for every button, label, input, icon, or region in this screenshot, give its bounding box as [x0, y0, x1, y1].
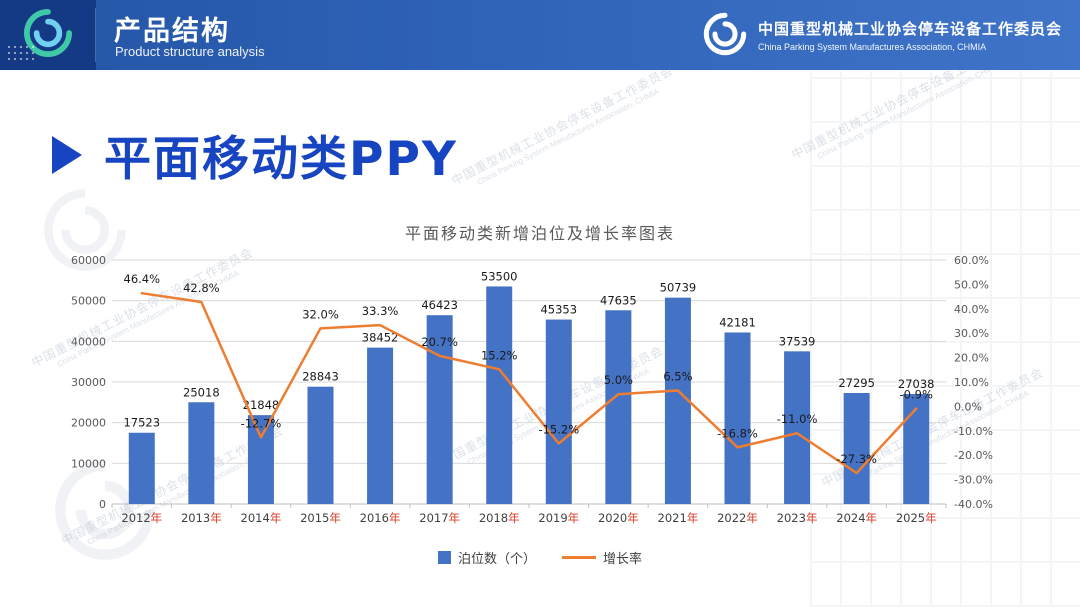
- line-label: -16.8%: [717, 426, 758, 440]
- bar-label: 25018: [183, 385, 220, 399]
- chart-legend: 泊位数（个） 增长率: [60, 548, 1020, 567]
- legend-item-bars: 泊位数（个）: [437, 548, 536, 567]
- bar-2025年: [903, 394, 930, 504]
- bar-2018年: [486, 286, 513, 504]
- header-logo-box: [0, 0, 96, 70]
- legend-item-line: 增长率: [562, 548, 642, 567]
- legend-bar-label: 泊位数（个）: [457, 551, 536, 566]
- left-axis-label: 0: [99, 498, 106, 511]
- bar-2015年: [307, 386, 334, 504]
- bar-label: 50739: [660, 281, 697, 295]
- line-label: 15.2%: [481, 348, 518, 362]
- x-axis-label: 2020年: [598, 511, 639, 525]
- growth-line: [140, 291, 918, 475]
- x-axis-label: 2023年: [777, 511, 818, 525]
- right-axis-label: 50.0%: [954, 278, 989, 291]
- line-label: 5.0%: [604, 373, 633, 387]
- x-axis-label: 2014年: [241, 511, 282, 525]
- line-label: 46.4%: [124, 272, 161, 286]
- right-axis-label: -10.0%: [954, 425, 993, 438]
- page-title-row: 平面移动类PPY: [52, 120, 458, 189]
- right-axis-label: -40.0%: [954, 498, 993, 511]
- line-label: -27.3%: [836, 452, 877, 466]
- line-label: -11.0%: [777, 412, 818, 426]
- header-title: 产品结构: [114, 16, 230, 46]
- bar-label: 37539: [779, 334, 816, 348]
- bar-label: 45353: [540, 303, 577, 317]
- x-axis-label: 2019年: [538, 511, 579, 525]
- x-axis-label: 2022年: [717, 511, 758, 525]
- bar-2013年: [188, 402, 215, 504]
- bar-label: 38452: [362, 331, 399, 345]
- chmia-logo-white-icon: [702, 11, 748, 62]
- bar-label: 28843: [302, 370, 339, 384]
- line-label: -0.9%: [900, 388, 933, 402]
- line-label: -15.2%: [538, 422, 579, 436]
- combo-chart-svg: 0 10000 20000 30000 40000 50000 60000 60.0% 50.0…: [71, 254, 993, 525]
- line-label: 20.7%: [421, 335, 458, 349]
- combo-chart: 0 10000 20000 30000 40000 50000 60000 60.0% 50.0…: [60, 244, 1020, 536]
- bar-2019年: [545, 319, 572, 504]
- page-title: 平面移动类PPY: [104, 132, 458, 187]
- org-name-cn: 中国重型机械工业协会停车设备工作委员会: [757, 21, 1062, 39]
- left-axis-label: 40000: [71, 335, 106, 348]
- bar-2022年: [724, 332, 751, 504]
- left-axis-label: 10000: [71, 457, 106, 470]
- header-subtitle: Product structure analysis: [115, 44, 265, 59]
- line-label: 6.5%: [663, 370, 692, 384]
- x-axis-label: 2012年: [121, 511, 162, 525]
- bar-label: 17523: [123, 416, 160, 430]
- right-axis-label: 40.0%: [954, 303, 989, 316]
- left-axis-label: 20000: [71, 417, 106, 430]
- bar-2023年: [784, 351, 811, 504]
- x-axis-label: 2024年: [836, 511, 877, 525]
- right-axis-label: 60.0%: [954, 254, 989, 267]
- x-axis-label: 2025年: [896, 511, 937, 525]
- x-axis-label: 2013年: [181, 511, 222, 525]
- bar-2021年: [664, 297, 691, 504]
- left-axis-label: 30000: [71, 376, 106, 389]
- bar-2014年: [247, 415, 274, 504]
- bar-2012年: [128, 432, 155, 504]
- right-axis-label: -30.0%: [954, 474, 993, 487]
- right-axis-label: -20.0%: [954, 449, 993, 462]
- line-label: 32.0%: [302, 307, 339, 321]
- legend-bar-swatch-icon: [437, 551, 451, 564]
- bar-2024年: [843, 393, 870, 504]
- org-name-en: China Parking System Manufactures Associ…: [757, 41, 987, 52]
- x-axis-label: 2018年: [479, 511, 520, 525]
- header-bar: 产品结构 Product structure analysis 中国重型机械工业…: [0, 0, 1080, 70]
- bar-label: 27295: [838, 376, 875, 390]
- bar-label: 46423: [421, 298, 458, 312]
- bar-2016年: [367, 347, 394, 504]
- x-axis-label: 2017年: [419, 511, 460, 525]
- title-triangle-icon: [52, 135, 82, 174]
- bar-2017年: [426, 315, 453, 504]
- dot-pattern: [6, 44, 36, 64]
- left-axis-label: 50000: [71, 295, 106, 308]
- right-axis-label: 30.0%: [954, 327, 989, 340]
- bar-2020年: [605, 310, 632, 504]
- left-axis-label: 60000: [71, 254, 106, 267]
- bar-label: 53500: [481, 269, 518, 283]
- legend-line-label: 增长率: [603, 551, 643, 566]
- header-org: 中国重型机械工业协会停车设备工作委员会 China Parking System…: [702, 11, 1062, 62]
- x-axis-label: 2021年: [658, 511, 699, 525]
- line-label: 33.3%: [362, 304, 399, 318]
- line-label: 42.8%: [183, 281, 220, 295]
- x-axis-label: 2016年: [360, 511, 401, 525]
- bar-label: 47635: [600, 293, 637, 307]
- right-axis-label: 20.0%: [954, 352, 989, 365]
- right-axis-label: 0.0%: [954, 400, 982, 413]
- line-label: -12.7%: [241, 416, 282, 430]
- right-axis-label: 10.0%: [954, 376, 989, 389]
- bar-label: 27038: [898, 377, 935, 391]
- legend-line-swatch-icon: [562, 556, 596, 559]
- x-axis-label: 2015年: [300, 511, 341, 525]
- chart-title: 平面移动类新增泊位及增长率图表: [404, 226, 675, 243]
- bar-label: 21848: [243, 398, 280, 412]
- bar-label: 42181: [719, 315, 756, 329]
